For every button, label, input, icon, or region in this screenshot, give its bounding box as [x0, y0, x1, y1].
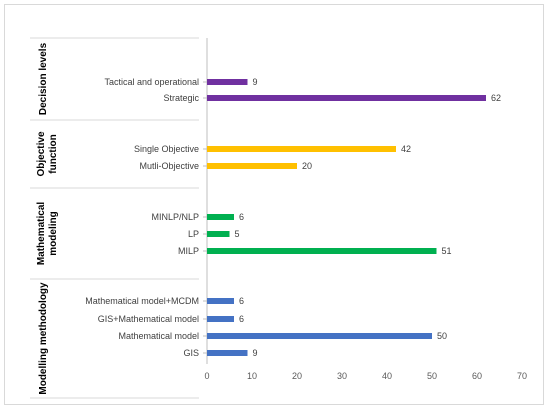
bar-lp — [207, 231, 230, 237]
group-label-objective-function: Objectivefunction — [36, 131, 59, 176]
category-label-lp: LP — [188, 229, 199, 239]
value-label-minlp-nlp: 6 — [239, 212, 244, 222]
value-label-gis: 9 — [253, 348, 258, 358]
x-tick-label: 60 — [472, 371, 482, 381]
group-label-mathematical-modeling: Mathematicalmodeling — [36, 202, 59, 266]
category-label-single-objective: Single Objective — [134, 144, 199, 154]
value-label-tactical-and-operational: 9 — [253, 77, 258, 87]
bar-mathematical-model-mcdm — [207, 298, 234, 304]
value-label-lp: 5 — [235, 229, 240, 239]
value-label-mutli-objective: 20 — [302, 161, 312, 171]
bar-strategic — [207, 95, 486, 101]
x-tick-label: 0 — [204, 371, 209, 381]
value-label-strategic: 62 — [491, 93, 501, 103]
bar-gis-mathematical-model — [207, 316, 234, 322]
category-label-gis-mathematical-model: GIS+Mathematical model — [98, 314, 199, 324]
bar-milp — [207, 248, 437, 254]
x-tick-label: 50 — [427, 371, 437, 381]
category-label-milp: MILP — [178, 246, 199, 256]
x-tick-label: 20 — [292, 371, 302, 381]
value-label-single-objective: 42 — [401, 144, 411, 154]
bar-mathematical-model — [207, 333, 432, 339]
value-label-gis-mathematical-model: 6 — [239, 314, 244, 324]
bar-single-objective — [207, 146, 396, 152]
bar-gis — [207, 350, 248, 356]
group-label-modelling-methodology: Modelling methodology — [38, 282, 49, 395]
bar-tactical-and-operational — [207, 79, 248, 85]
x-tick-label: 70 — [517, 371, 527, 381]
bar-minlp-nlp — [207, 214, 234, 220]
category-label-mathematical-model-mcdm: Mathematical model+MCDM — [85, 296, 199, 306]
value-label-mathematical-model-mcdm: 6 — [239, 296, 244, 306]
x-tick-label: 10 — [247, 371, 257, 381]
category-label-mutli-objective: Mutli-Objective — [139, 161, 199, 171]
x-tick-label: 30 — [337, 371, 347, 381]
category-label-mathematical-model: Mathematical model — [118, 331, 199, 341]
category-label-tactical-and-operational: Tactical and operational — [104, 77, 199, 87]
x-tick-label: 40 — [382, 371, 392, 381]
value-label-milp: 51 — [442, 246, 452, 256]
category-label-minlp-nlp: MINLP/NLP — [151, 212, 199, 222]
category-label-strategic: Strategic — [163, 93, 199, 103]
bar-mutli-objective — [207, 163, 297, 169]
value-label-mathematical-model: 50 — [437, 331, 447, 341]
category-label-gis: GIS — [183, 348, 199, 358]
group-label-decision-levels: Decision levels — [38, 42, 49, 115]
